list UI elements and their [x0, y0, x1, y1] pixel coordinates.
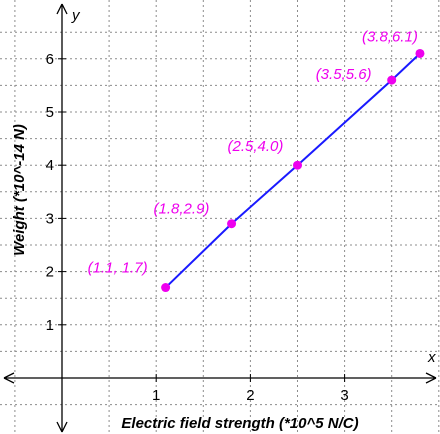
- data-point: [293, 160, 302, 170]
- data-point: [227, 219, 237, 229]
- x-axis-right-arrow: [425, 372, 437, 384]
- data-point: [415, 48, 425, 58]
- data-label: (3.5,5.6): [316, 66, 372, 83]
- y-tick-label: 5: [46, 104, 54, 121]
- data-point: [387, 75, 397, 85]
- data-label: (3.8,6.1): [362, 28, 418, 45]
- y-tick-label: 4: [46, 157, 54, 174]
- x-tick-label: 2: [246, 387, 254, 404]
- y-tick-label: 1: [46, 317, 54, 334]
- x-tick-label: 1: [152, 387, 160, 404]
- y-tick-label: 6: [46, 51, 54, 68]
- x-axis-title: Electric field strength (*10^5 N/C): [121, 415, 358, 432]
- x-axis-name: x: [427, 349, 436, 366]
- y-tick-label: 2: [46, 264, 54, 281]
- data-label: (1.8,2.9): [154, 201, 210, 218]
- y-axis-name: y: [71, 7, 81, 24]
- data-point: [161, 283, 171, 293]
- y-axis-top-arrow: [56, 3, 68, 15]
- x-axis-left-arrow: [3, 372, 15, 384]
- y-axis-bottom-arrow: [56, 421, 68, 433]
- y-axis-title: Weight (*10^-14 N): [11, 124, 28, 256]
- y-tick-label: 3: [46, 210, 54, 227]
- x-tick-label: 3: [340, 387, 348, 404]
- data-label: (1.1, 1.7): [88, 260, 148, 277]
- data-label: (2.5,4.0): [228, 138, 284, 155]
